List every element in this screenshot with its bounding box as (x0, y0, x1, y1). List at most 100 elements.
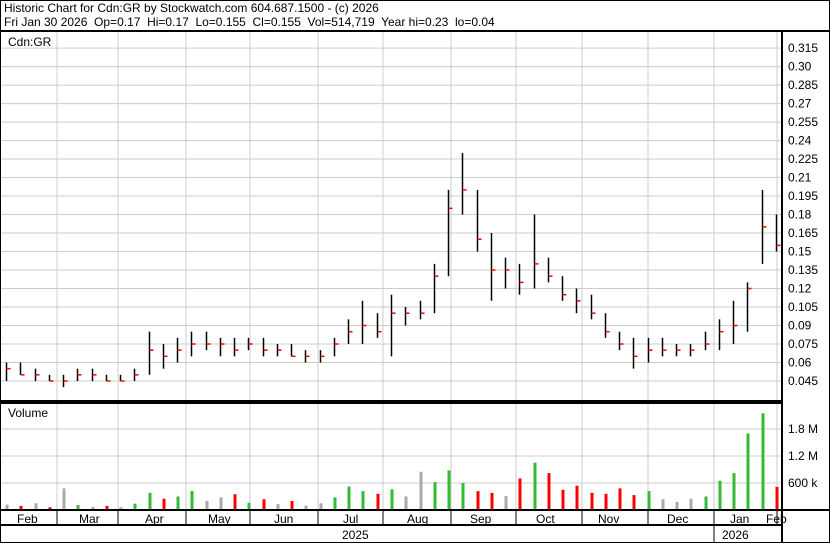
volume-bar (34, 503, 38, 510)
month-label: Dec (667, 512, 688, 526)
quote-summary: Fri Jan 30 2026 Op=0.17 Hi=0.17 Lo=0.155… (4, 15, 495, 29)
month-label: Oct (536, 512, 555, 526)
volume-bar (718, 480, 722, 510)
volume-bar (205, 501, 209, 510)
volume-bar (19, 505, 23, 510)
year-label: 2026 (722, 528, 749, 542)
volume-bar (262, 499, 266, 510)
month-label: Jul (343, 512, 358, 526)
price-tick-label: 0.225 (788, 152, 818, 166)
volume-bars (5, 413, 779, 510)
panel-borders (0, 30, 830, 543)
volume-bar (447, 470, 451, 510)
volume-bar (419, 471, 423, 510)
price-tick-label: 0.285 (788, 78, 818, 92)
chart-title: Historic Chart for Cdn:GR by Stockwatch.… (4, 1, 379, 15)
volume-bar (148, 492, 152, 510)
volume-bar (5, 504, 9, 510)
price-tick-label: 0.30 (788, 60, 812, 74)
volume-bar (561, 489, 565, 510)
volume-bar (162, 498, 166, 510)
volume-bar (190, 491, 194, 510)
price-tick-label: 0.045 (788, 374, 818, 388)
price-tick-label: 0.09 (788, 319, 812, 333)
volume-bar (490, 492, 494, 510)
volume-bar (319, 503, 323, 510)
month-label: Nov (598, 512, 619, 526)
volume-bar (48, 507, 52, 510)
volume-bar (219, 497, 223, 510)
volume-bar (575, 485, 579, 510)
volume-bar (176, 496, 180, 510)
volume-tick-label: 600 k (788, 476, 818, 490)
volume-bar (675, 501, 679, 510)
volume-bar (775, 486, 779, 510)
volume-bar (504, 496, 508, 510)
volume-bar (347, 486, 351, 510)
volume-label: Volume (8, 406, 48, 420)
volume-bar (604, 493, 608, 510)
price-bars (5, 152, 781, 388)
volume-bar (105, 505, 109, 510)
volume-bar (518, 478, 522, 510)
volume-bar (91, 506, 95, 510)
volume-bar (647, 491, 651, 510)
month-label: Apr (145, 512, 164, 526)
price-tick-label: 0.075 (788, 337, 818, 351)
price-tick-label: 0.135 (788, 263, 818, 277)
volume-bar (632, 495, 636, 510)
price-tick-label: 0.105 (788, 300, 818, 314)
volume-bar (689, 498, 693, 510)
month-label: Jan (730, 512, 749, 526)
volume-bar (333, 497, 337, 510)
volume-bar (746, 433, 750, 510)
volume-bar (390, 489, 394, 510)
price-tick-label: 0.24 (788, 134, 812, 148)
price-tick-label: 0.12 (788, 282, 812, 296)
volume-bar (761, 413, 765, 510)
volume-bar (290, 501, 294, 510)
volume-bar (404, 496, 408, 510)
year-label: 2025 (342, 528, 369, 542)
month-label: Mar (79, 512, 100, 526)
price-tick-label: 0.18 (788, 208, 812, 222)
volume-bar (590, 492, 594, 510)
axis-labels: 0.315 0.30 0.285 0.27 0.255 0.24 0.225 0.21 0.19… (17, 41, 818, 542)
volume-bar (361, 491, 365, 510)
volume-bar (62, 488, 66, 510)
volume-bar (618, 488, 622, 510)
volume-bar (133, 503, 137, 510)
symbol-label: Cdn:GR (8, 35, 52, 49)
volume-bar (704, 496, 708, 510)
volume-bar (476, 491, 480, 510)
price-tick-label: 0.165 (788, 226, 818, 240)
volume-bar (233, 494, 237, 510)
volume-bar (76, 505, 80, 510)
price-tick-label: 0.315 (788, 41, 818, 55)
volume-bar (304, 505, 308, 510)
price-tick-label: 0.21 (788, 171, 812, 185)
month-label: Sep (470, 512, 492, 526)
volume-bar (533, 462, 537, 510)
month-label: Feb (766, 512, 787, 526)
volume-bar (376, 493, 380, 510)
volume-tick-label: 1.2 M (788, 449, 818, 463)
price-tick-label: 0.06 (788, 356, 812, 370)
volume-bar (461, 483, 465, 510)
month-label: May (208, 512, 231, 526)
volume-bar (547, 473, 551, 510)
price-tick-label: 0.195 (788, 189, 818, 203)
price-tick-label: 0.27 (788, 97, 812, 111)
month-label: Aug (407, 512, 428, 526)
volume-bar (661, 499, 665, 510)
volume-tick-label: 1.8 M (788, 422, 818, 436)
price-tick-label: 0.255 (788, 115, 818, 129)
volume-bar (732, 473, 736, 510)
volume-bar (276, 504, 280, 510)
grid-lines (1, 31, 781, 525)
volume-bar (433, 482, 437, 510)
volume-bar (247, 502, 251, 510)
volume-bar (119, 507, 123, 510)
month-label: Jun (274, 512, 293, 526)
